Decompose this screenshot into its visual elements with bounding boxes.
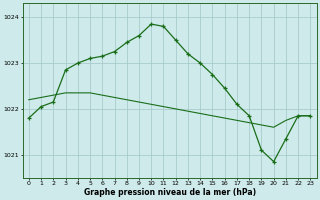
X-axis label: Graphe pression niveau de la mer (hPa): Graphe pression niveau de la mer (hPa) <box>84 188 256 197</box>
